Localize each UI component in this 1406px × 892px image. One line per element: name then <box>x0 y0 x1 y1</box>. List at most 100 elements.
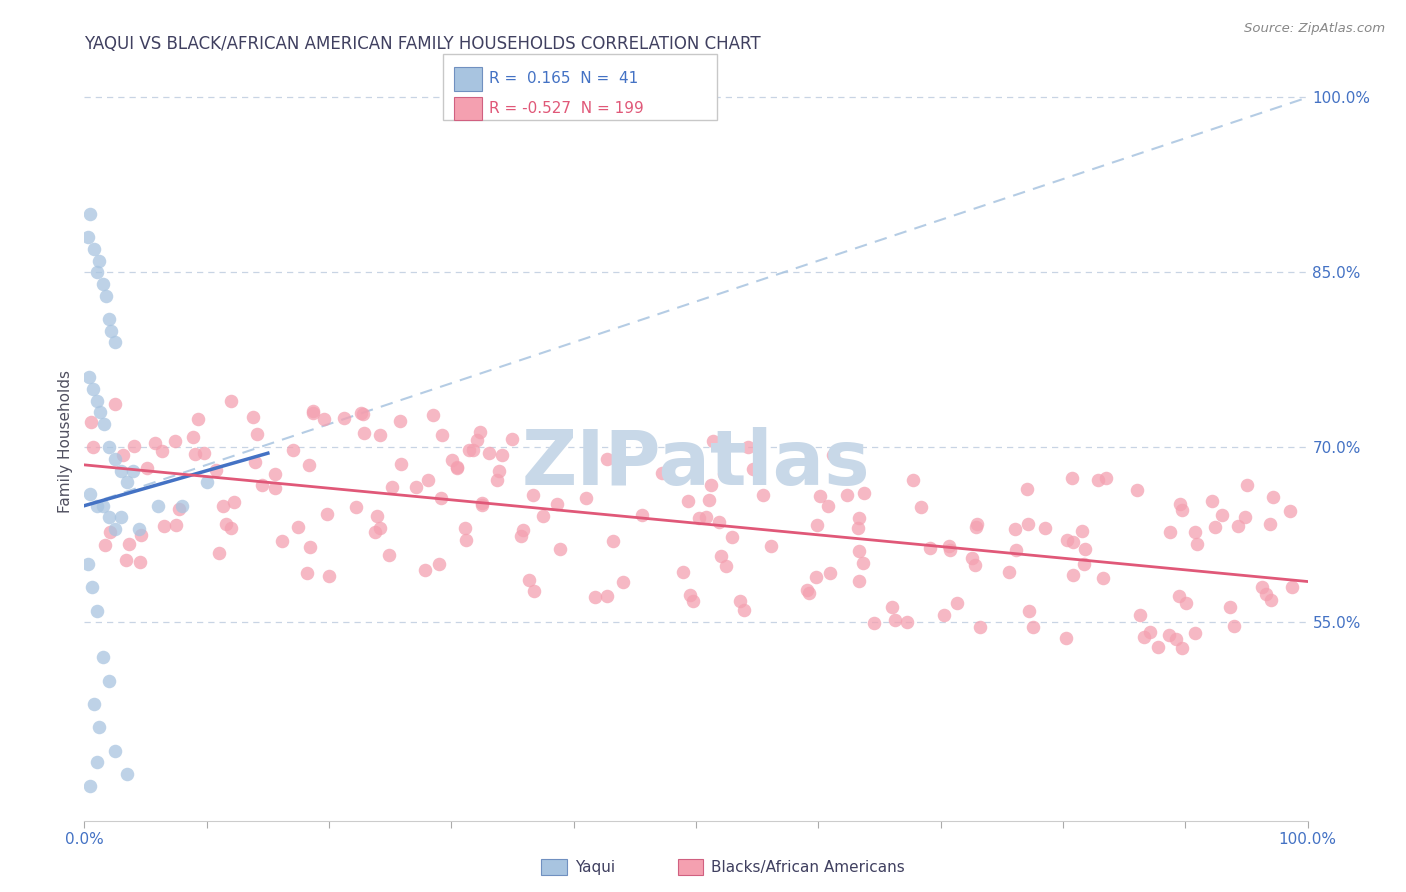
Point <box>184 447 207 461</box>
Point <box>883 613 905 627</box>
Point <box>901 473 924 487</box>
Point <box>509 529 531 543</box>
Point <box>370 521 392 535</box>
Point <box>316 508 339 522</box>
Point <box>1126 483 1149 497</box>
Point <box>1017 483 1039 497</box>
Point <box>465 433 488 447</box>
Point <box>471 496 494 510</box>
Point <box>1133 630 1156 644</box>
Point <box>1004 522 1026 536</box>
Point <box>344 500 367 514</box>
Point <box>471 498 494 512</box>
Point <box>721 530 744 544</box>
Point <box>631 508 654 522</box>
Point <box>215 516 238 531</box>
Point <box>98 524 121 539</box>
Point <box>430 428 453 442</box>
Point <box>946 596 969 610</box>
Text: R = -0.527  N = 199: R = -0.527 N = 199 <box>489 101 644 116</box>
Text: ZIPatlas: ZIPatlas <box>522 427 870 501</box>
Point <box>83 242 105 256</box>
Point <box>270 533 292 548</box>
Point <box>848 510 870 524</box>
Point <box>97 312 120 326</box>
Point <box>86 265 108 279</box>
Point <box>796 582 818 597</box>
Point <box>707 516 730 530</box>
Point <box>86 756 108 770</box>
Point <box>150 443 173 458</box>
Point <box>752 488 775 502</box>
Point <box>848 574 870 589</box>
Point <box>1260 517 1282 532</box>
Point <box>181 430 204 444</box>
Point <box>488 464 510 478</box>
Point <box>818 566 841 581</box>
Point <box>128 522 150 536</box>
Point <box>1166 632 1188 647</box>
Point <box>87 253 110 268</box>
Point <box>1087 474 1109 488</box>
Point <box>86 393 108 408</box>
Point <box>219 393 242 408</box>
Point <box>596 452 619 467</box>
Point <box>301 404 323 418</box>
Point <box>96 289 118 303</box>
Point <box>853 485 876 500</box>
Point <box>1170 641 1192 656</box>
Point <box>222 495 245 509</box>
Point <box>195 475 218 490</box>
Point <box>682 594 704 608</box>
Point <box>918 541 941 555</box>
Point <box>77 230 100 244</box>
Point <box>264 482 287 496</box>
Point <box>422 408 444 422</box>
Point <box>242 409 264 424</box>
Point <box>208 546 231 560</box>
Point <box>104 397 127 411</box>
Point <box>165 517 187 532</box>
Point <box>87 720 110 734</box>
Point <box>115 475 138 490</box>
Point <box>939 542 962 557</box>
Point <box>702 434 724 449</box>
Point <box>1204 519 1226 533</box>
Point <box>287 520 309 534</box>
Point <box>352 407 374 421</box>
Point <box>1159 628 1181 642</box>
Point <box>896 615 918 629</box>
Point <box>1018 604 1040 618</box>
Point <box>678 494 700 508</box>
Point <box>602 533 624 548</box>
Point <box>172 499 194 513</box>
Point <box>1222 619 1244 633</box>
Point <box>523 583 546 598</box>
Point <box>695 510 717 524</box>
Point <box>1129 607 1152 622</box>
Point <box>104 335 127 350</box>
Point <box>1226 519 1249 533</box>
Point <box>299 540 322 554</box>
Point <box>1021 620 1043 634</box>
Point <box>79 487 101 501</box>
Point <box>651 466 673 480</box>
Point <box>1261 491 1284 505</box>
Point <box>97 673 120 688</box>
Point <box>264 467 287 481</box>
Point <box>1185 536 1208 550</box>
Point <box>468 425 491 440</box>
Point <box>486 473 509 487</box>
Point <box>848 544 870 558</box>
Point <box>187 412 209 426</box>
Point <box>965 520 987 534</box>
Point <box>522 488 544 502</box>
Point <box>111 449 134 463</box>
Point <box>333 411 356 425</box>
Point <box>82 382 104 396</box>
Point <box>817 500 839 514</box>
Point <box>583 590 606 604</box>
Point <box>446 461 468 475</box>
Point <box>318 569 340 583</box>
Point <box>416 473 439 487</box>
